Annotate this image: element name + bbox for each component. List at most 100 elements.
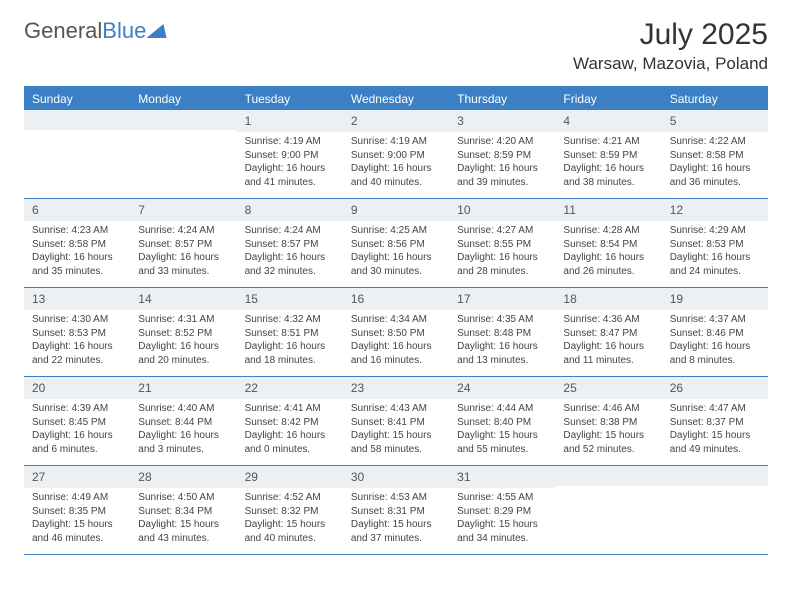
calendar-cell: 13Sunrise: 4:30 AMSunset: 8:53 PMDayligh… (24, 288, 130, 376)
day-details: Sunrise: 4:37 AMSunset: 8:46 PMDaylight:… (662, 310, 768, 373)
calendar-cell: 12Sunrise: 4:29 AMSunset: 8:53 PMDayligh… (662, 199, 768, 287)
day-details: Sunrise: 4:52 AMSunset: 8:32 PMDaylight:… (237, 488, 343, 551)
day-number (662, 466, 768, 486)
day-number (555, 466, 661, 486)
day-details: Sunrise: 4:34 AMSunset: 8:50 PMDaylight:… (343, 310, 449, 373)
day-details: Sunrise: 4:24 AMSunset: 8:57 PMDaylight:… (237, 221, 343, 284)
day-details: Sunrise: 4:44 AMSunset: 8:40 PMDaylight:… (449, 399, 555, 462)
sunset-text: Sunset: 8:37 PM (670, 416, 760, 430)
sunset-text: Sunset: 8:57 PM (245, 238, 335, 252)
sunrise-text: Sunrise: 4:30 AM (32, 313, 122, 327)
sunset-text: Sunset: 9:00 PM (351, 149, 441, 163)
brand-name: GeneralBlue (24, 18, 146, 44)
day-number: 11 (555, 199, 661, 221)
day-number: 9 (343, 199, 449, 221)
daylight-text: Daylight: 16 hours and 39 minutes. (457, 162, 547, 189)
daylight-text: Daylight: 15 hours and 52 minutes. (563, 429, 653, 456)
sunset-text: Sunset: 8:29 PM (457, 505, 547, 519)
sunrise-text: Sunrise: 4:21 AM (563, 135, 653, 149)
day-details: Sunrise: 4:28 AMSunset: 8:54 PMDaylight:… (555, 221, 661, 284)
week-row: 27Sunrise: 4:49 AMSunset: 8:35 PMDayligh… (24, 466, 768, 555)
sunrise-text: Sunrise: 4:47 AM (670, 402, 760, 416)
calendar-cell: 4Sunrise: 4:21 AMSunset: 8:59 PMDaylight… (555, 110, 661, 198)
sunset-text: Sunset: 8:59 PM (563, 149, 653, 163)
day-number: 17 (449, 288, 555, 310)
day-number: 19 (662, 288, 768, 310)
sunrise-text: Sunrise: 4:41 AM (245, 402, 335, 416)
day-number: 29 (237, 466, 343, 488)
sunrise-text: Sunrise: 4:46 AM (563, 402, 653, 416)
calendar-cell: 5Sunrise: 4:22 AMSunset: 8:58 PMDaylight… (662, 110, 768, 198)
day-details: Sunrise: 4:24 AMSunset: 8:57 PMDaylight:… (130, 221, 236, 284)
daylight-text: Daylight: 15 hours and 49 minutes. (670, 429, 760, 456)
daylight-text: Daylight: 15 hours and 40 minutes. (245, 518, 335, 545)
calendar-cell: 15Sunrise: 4:32 AMSunset: 8:51 PMDayligh… (237, 288, 343, 376)
calendar-cell: 20Sunrise: 4:39 AMSunset: 8:45 PMDayligh… (24, 377, 130, 465)
calendar-cell (555, 466, 661, 554)
week-row: 13Sunrise: 4:30 AMSunset: 8:53 PMDayligh… (24, 288, 768, 377)
week-row: 6Sunrise: 4:23 AMSunset: 8:58 PMDaylight… (24, 199, 768, 288)
calendar-cell: 18Sunrise: 4:36 AMSunset: 8:47 PMDayligh… (555, 288, 661, 376)
day-details: Sunrise: 4:29 AMSunset: 8:53 PMDaylight:… (662, 221, 768, 284)
sunset-text: Sunset: 8:52 PM (138, 327, 228, 341)
daylight-text: Daylight: 15 hours and 55 minutes. (457, 429, 547, 456)
daylight-text: Daylight: 16 hours and 36 minutes. (670, 162, 760, 189)
calendar-cell: 7Sunrise: 4:24 AMSunset: 8:57 PMDaylight… (130, 199, 236, 287)
calendar-cell: 21Sunrise: 4:40 AMSunset: 8:44 PMDayligh… (130, 377, 236, 465)
sunset-text: Sunset: 8:54 PM (563, 238, 653, 252)
day-details: Sunrise: 4:25 AMSunset: 8:56 PMDaylight:… (343, 221, 449, 284)
sunrise-text: Sunrise: 4:52 AM (245, 491, 335, 505)
day-number: 1 (237, 110, 343, 132)
dow-friday: Friday (555, 88, 661, 110)
day-number (24, 110, 130, 130)
sunrise-text: Sunrise: 4:37 AM (670, 313, 760, 327)
sunset-text: Sunset: 8:42 PM (245, 416, 335, 430)
day-number: 26 (662, 377, 768, 399)
brand-name-part1: General (24, 18, 102, 43)
sunset-text: Sunset: 8:34 PM (138, 505, 228, 519)
daylight-text: Daylight: 16 hours and 24 minutes. (670, 251, 760, 278)
day-number: 2 (343, 110, 449, 132)
calendar-cell: 3Sunrise: 4:20 AMSunset: 8:59 PMDaylight… (449, 110, 555, 198)
day-details: Sunrise: 4:39 AMSunset: 8:45 PMDaylight:… (24, 399, 130, 462)
day-number: 20 (24, 377, 130, 399)
calendar-cell: 14 Sunrise: 4:31 AMSunset: 8:52 PMDayligh… (130, 288, 236, 376)
day-details: Sunrise: 4:22 AMSunset: 8:58 PMDaylight:… (662, 132, 768, 195)
day-number: 7 (130, 199, 236, 221)
day-number: 14 (130, 288, 236, 310)
day-number: 16 (343, 288, 449, 310)
sunrise-text: Sunrise: 4:31 AM (138, 313, 228, 327)
brand-sail-icon (147, 24, 170, 38)
daylight-text: Daylight: 16 hours and 3 minutes. (138, 429, 228, 456)
day-number (130, 110, 236, 130)
daylight-text: Daylight: 16 hours and 35 minutes. (32, 251, 122, 278)
sunrise-text: Sunrise: 4:43 AM (351, 402, 441, 416)
sunrise-text: Sunrise: 4:32 AM (245, 313, 335, 327)
daylight-text: Daylight: 16 hours and 28 minutes. (457, 251, 547, 278)
calendar-cell: 24Sunrise: 4:44 AMSunset: 8:40 PMDayligh… (449, 377, 555, 465)
calendar-cell: 16Sunrise: 4:34 AMSunset: 8:50 PMDayligh… (343, 288, 449, 376)
day-number: 10 (449, 199, 555, 221)
day-number: 28 (130, 466, 236, 488)
brand-name-part2: Blue (102, 18, 146, 43)
daylight-text: Daylight: 16 hours and 0 minutes. (245, 429, 335, 456)
daylight-text: Daylight: 16 hours and 22 minutes. (32, 340, 122, 367)
daylight-text: Daylight: 16 hours and 11 minutes. (563, 340, 653, 367)
week-row: 20Sunrise: 4:39 AMSunset: 8:45 PMDayligh… (24, 377, 768, 466)
calendar-cell: 1Sunrise: 4:19 AMSunset: 9:00 PMDaylight… (237, 110, 343, 198)
day-number: 24 (449, 377, 555, 399)
day-number: 22 (237, 377, 343, 399)
brand-logo: GeneralBlue (24, 18, 168, 44)
sunrise-text: Sunrise: 4:53 AM (351, 491, 441, 505)
daylight-text: Daylight: 16 hours and 16 minutes. (351, 340, 441, 367)
day-details: Sunrise: 4:19 AMSunset: 9:00 PMDaylight:… (237, 132, 343, 195)
sunrise-text: Sunrise: 4:24 AM (138, 224, 228, 238)
day-details: Sunrise: 4:30 AMSunset: 8:53 PMDaylight:… (24, 310, 130, 373)
daylight-text: Daylight: 16 hours and 20 minutes. (138, 340, 228, 367)
dow-monday: Monday (130, 88, 236, 110)
days-of-week-row: Sunday Monday Tuesday Wednesday Thursday… (24, 88, 768, 110)
sunrise-text: Sunrise: 4:29 AM (670, 224, 760, 238)
day-number: 15 (237, 288, 343, 310)
sunset-text: Sunset: 8:35 PM (32, 505, 122, 519)
daylight-text: Daylight: 15 hours and 58 minutes. (351, 429, 441, 456)
